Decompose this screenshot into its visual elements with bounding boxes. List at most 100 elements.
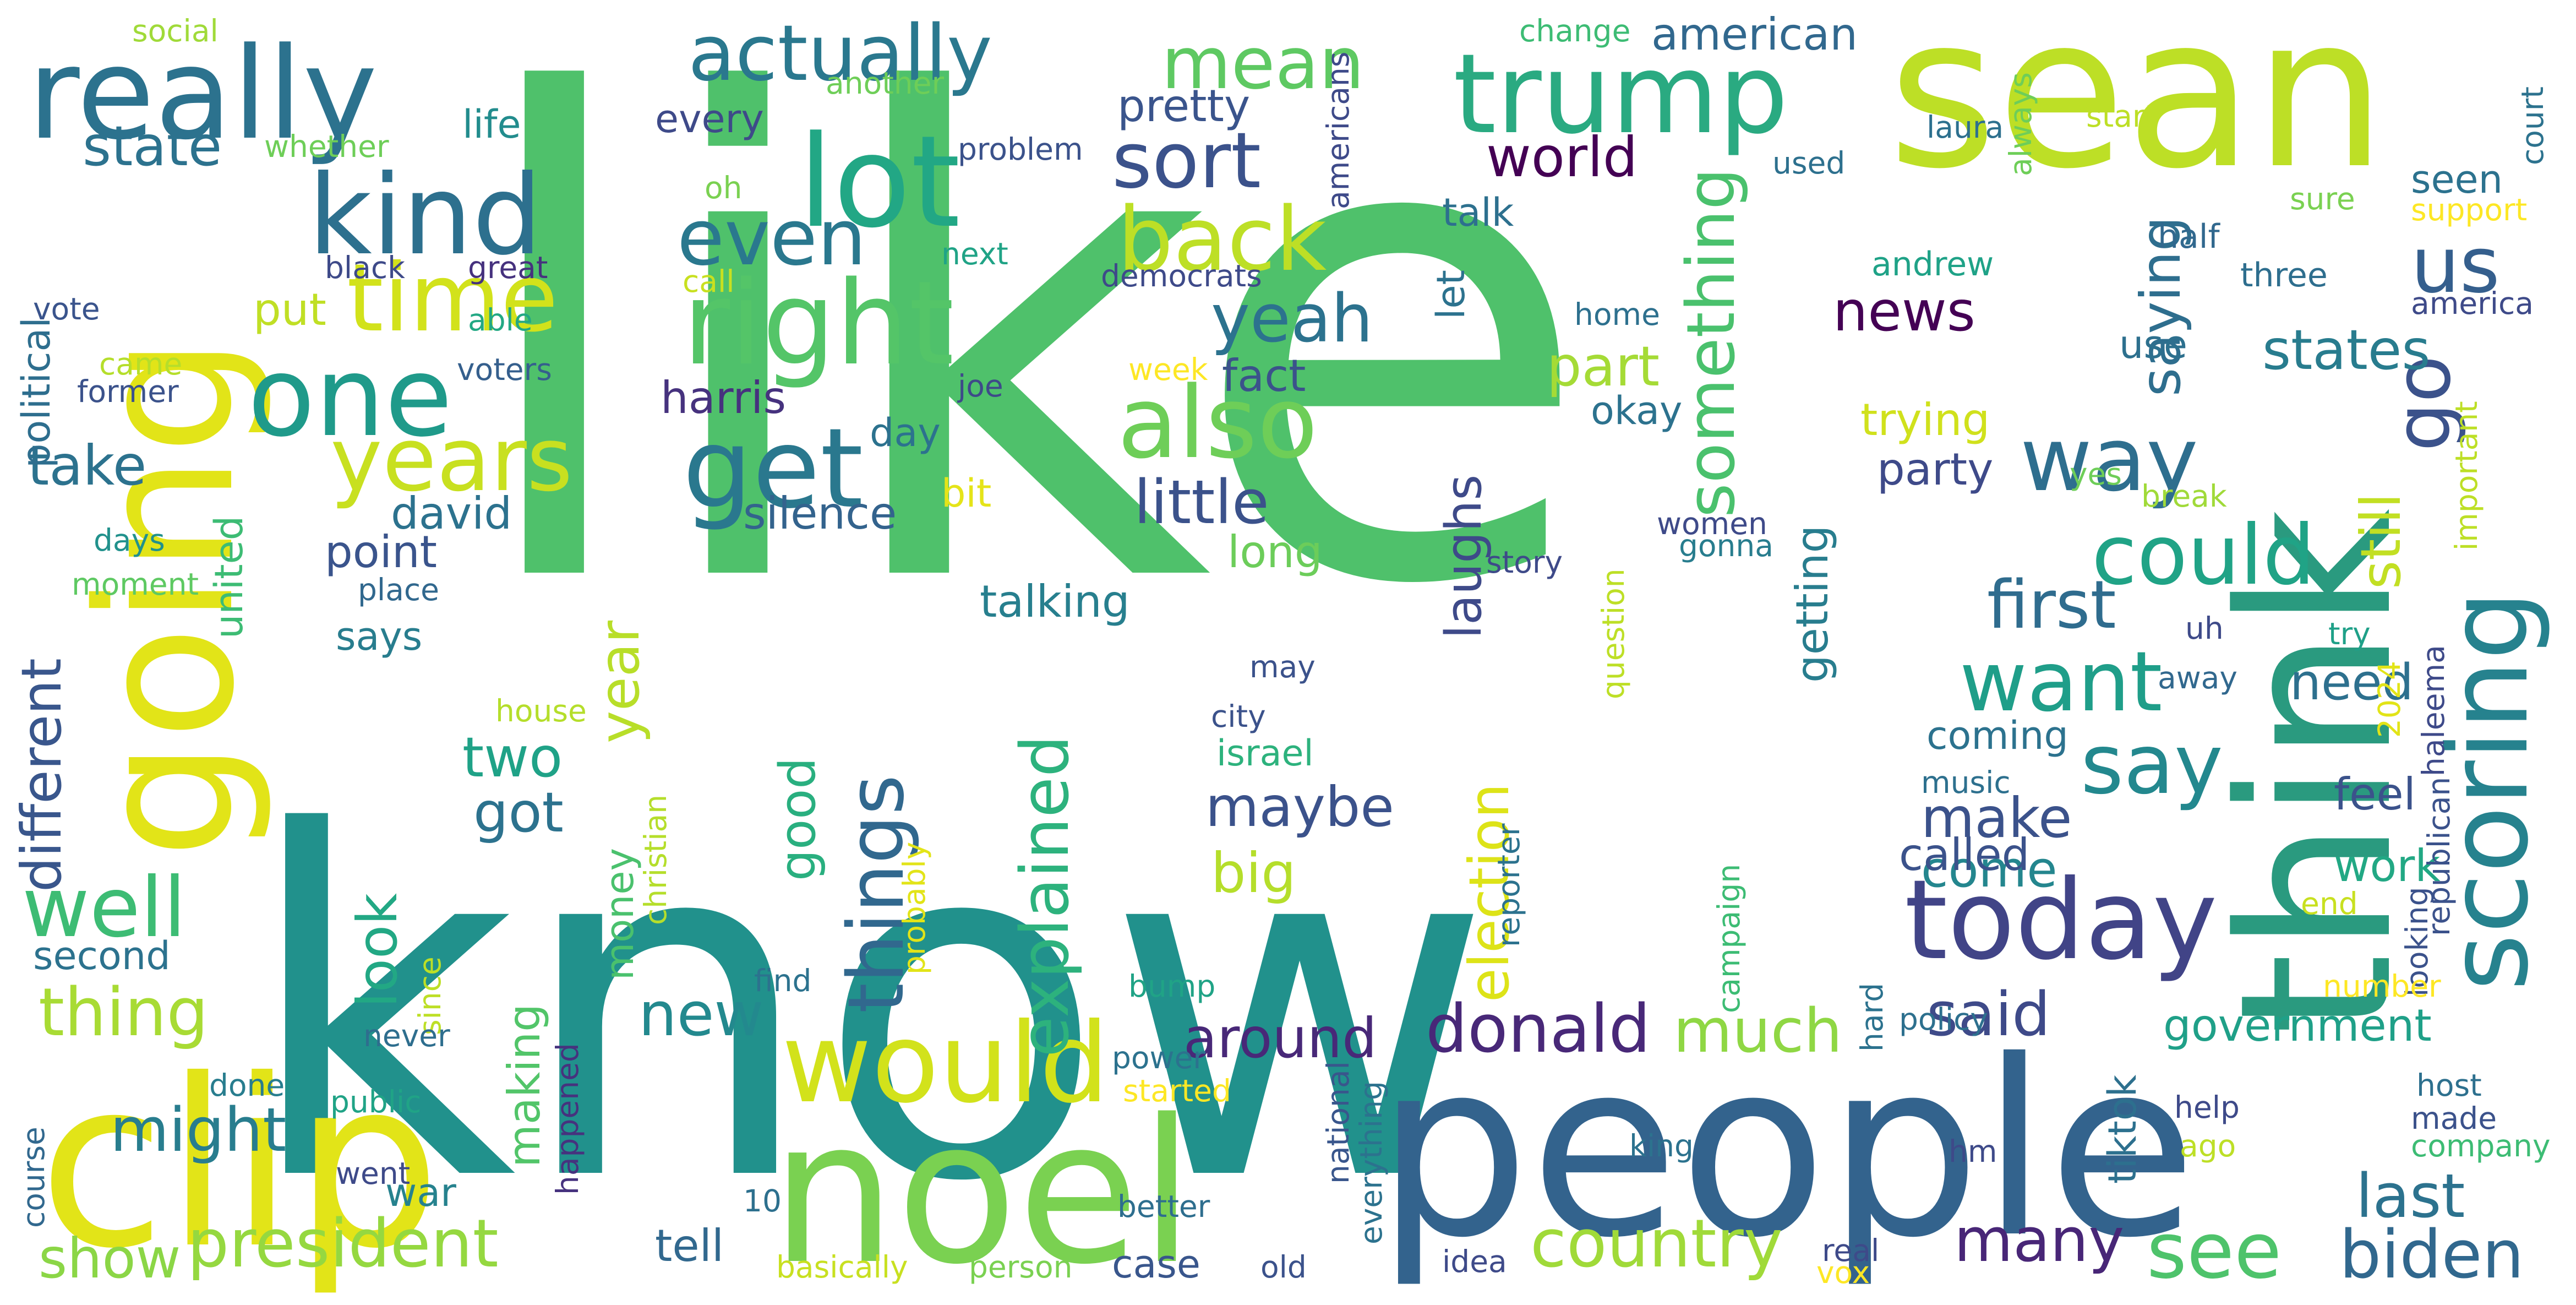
word-moment: moment: [72, 567, 199, 602]
word-long: long: [1227, 526, 1323, 578]
word-us: us: [2411, 221, 2500, 311]
word-david: david: [391, 488, 512, 539]
word-always: always: [2003, 72, 2038, 176]
word-united: united: [206, 516, 252, 639]
word-vote: vote: [33, 291, 100, 327]
word-black: black: [325, 250, 405, 285]
word-things: things: [832, 775, 921, 1013]
word-week: week: [1128, 352, 1208, 387]
word-important: important: [2449, 401, 2484, 551]
word-laughs: laughs: [1435, 475, 1493, 639]
word-hard: hard: [1854, 983, 1890, 1052]
word-house: house: [495, 693, 587, 728]
word-called: called: [1899, 829, 2029, 880]
word-go: go: [2378, 355, 2468, 452]
word-fact: fact: [1222, 350, 1306, 401]
word-probably: probably: [897, 842, 932, 975]
word-host: host: [2416, 1068, 2482, 1103]
word-trying: trying: [1860, 394, 1990, 445]
word-okay: okay: [1591, 388, 1682, 433]
word-tell: tell: [655, 1220, 724, 1271]
word-got: got: [473, 780, 564, 845]
word-home: home: [1574, 297, 1660, 332]
word-started: started: [1123, 1073, 1231, 1108]
word-break: break: [2141, 479, 2227, 514]
word-going: going: [58, 336, 276, 859]
word-problem: problem: [958, 132, 1083, 167]
word-public: public: [330, 1084, 421, 1119]
word-second: second: [33, 933, 171, 978]
word-talking: talking: [980, 576, 1130, 627]
word-change: change: [1519, 13, 1630, 48]
word-could: could: [2092, 508, 2315, 603]
word-time: time: [347, 244, 558, 353]
word-10: 10: [743, 1183, 782, 1219]
word-king: king: [1629, 1128, 1694, 1163]
word-many: many: [1954, 1205, 2124, 1275]
word-yes: yes: [2070, 456, 2122, 492]
word-president: president: [187, 1206, 499, 1282]
word-one: one: [248, 333, 452, 461]
word-half: half: [2158, 218, 2220, 256]
word-since: since: [412, 956, 447, 1035]
word-thing: thing: [39, 975, 209, 1051]
word-trump: trump: [1453, 30, 1788, 159]
word-democrats: democrats: [1101, 258, 1262, 293]
word-make: make: [1921, 786, 2072, 850]
word-today: today: [1904, 856, 2218, 985]
word-start: start: [2086, 99, 2157, 134]
word-laura: laura: [1926, 110, 2004, 145]
word-like: like: [462, 0, 1595, 729]
word-would: would: [782, 999, 1109, 1128]
word-clip: clip: [39, 1030, 441, 1299]
word-2024: 2024: [2372, 661, 2407, 738]
word-way: way: [2020, 408, 2198, 511]
word-news: news: [1833, 279, 1975, 344]
word-say: say: [2081, 717, 2223, 813]
word-former: former: [77, 374, 179, 409]
word-americans: americans: [1320, 52, 1356, 209]
word-great: great: [468, 250, 548, 285]
word-well: well: [22, 860, 186, 956]
word-number: number: [2323, 969, 2441, 1004]
word-idea: idea: [1442, 1244, 1507, 1279]
word-whether: whether: [264, 129, 389, 164]
word-getting: getting: [1787, 525, 1838, 683]
word-everything: everything: [1354, 1081, 1389, 1244]
word-israel: israel: [1216, 733, 1314, 774]
word-case: case: [1112, 1242, 1200, 1287]
word-every: every: [655, 96, 764, 142]
word-people: people: [1376, 1009, 2197, 1291]
word-company: company: [2411, 1128, 2551, 1163]
word-noel: noel: [771, 1077, 1194, 1305]
word-said: said: [1926, 979, 2050, 1050]
word-yeah: yeah: [1211, 281, 1373, 357]
word-day: day: [870, 410, 941, 455]
word-social: social: [132, 13, 219, 48]
word-take: take: [28, 433, 146, 498]
word-voters: voters: [457, 352, 552, 387]
word-haleema: haleema: [2416, 645, 2451, 776]
word-show: show: [39, 1226, 181, 1291]
word-still: still: [2349, 493, 2413, 589]
word-policy: policy: [1899, 1002, 1988, 1037]
word-bump: bump: [1128, 969, 1215, 1004]
word-republican: republican: [2421, 777, 2457, 936]
word-states: states: [2262, 318, 2430, 382]
word-old: old: [1260, 1249, 1307, 1285]
word-good: good: [769, 758, 827, 881]
word-may: may: [1249, 649, 1316, 684]
word-never: never: [363, 1018, 450, 1053]
word-uh: uh: [2185, 611, 2224, 646]
word-let: let: [1428, 270, 1473, 319]
word-want: want: [1960, 634, 2162, 730]
word-campaign: campaign: [1711, 864, 1747, 1013]
word-person: person: [969, 1249, 1073, 1285]
word-national: national: [1320, 1061, 1356, 1184]
word-question: question: [1596, 568, 1631, 699]
word-real: real: [1822, 1233, 1879, 1268]
word-went: went: [336, 1156, 410, 1191]
word-music: music: [1921, 765, 2011, 800]
